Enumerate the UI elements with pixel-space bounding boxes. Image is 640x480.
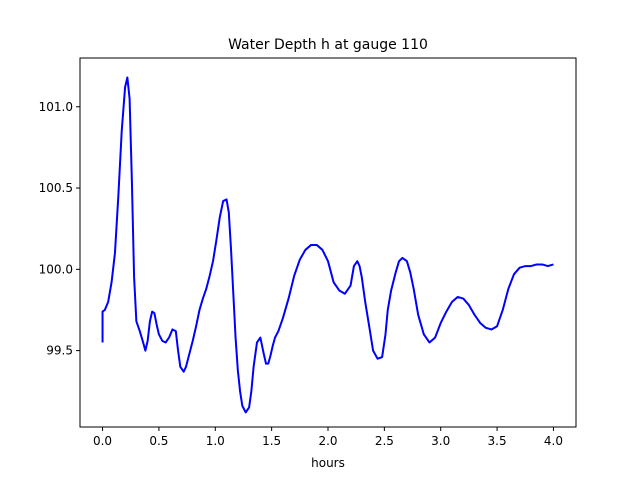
x-tick-label: 3.5 [488,434,507,448]
x-tick-label: 2.0 [318,434,337,448]
series-line [101,76,554,414]
x-tick-label: 3.0 [431,434,450,448]
x-tick-label: 0.0 [93,434,112,448]
x-tick-label: 1.0 [206,434,225,448]
y-tick-label: 100.5 [39,181,73,195]
x-tick-label: 1.5 [262,434,281,448]
x-axis: 0.0 0.5 1.0 1.5 2.0 2.5 3.0 3.5 4.0 [93,427,563,448]
x-tick-label: 4.0 [544,434,563,448]
plot-area [101,76,554,414]
chart-title: Water Depth h at gauge 110 [228,37,428,53]
y-tick-label: 101.0 [39,100,73,114]
x-axis-label: hours [311,456,345,470]
y-tick-label: 100.0 [39,262,73,276]
x-tick-label: 2.5 [375,434,394,448]
y-axis: 99.5 100.0 100.5 101.0 [39,100,80,358]
x-tick-label: 0.5 [149,434,168,448]
y-tick-label: 99.5 [46,344,73,358]
